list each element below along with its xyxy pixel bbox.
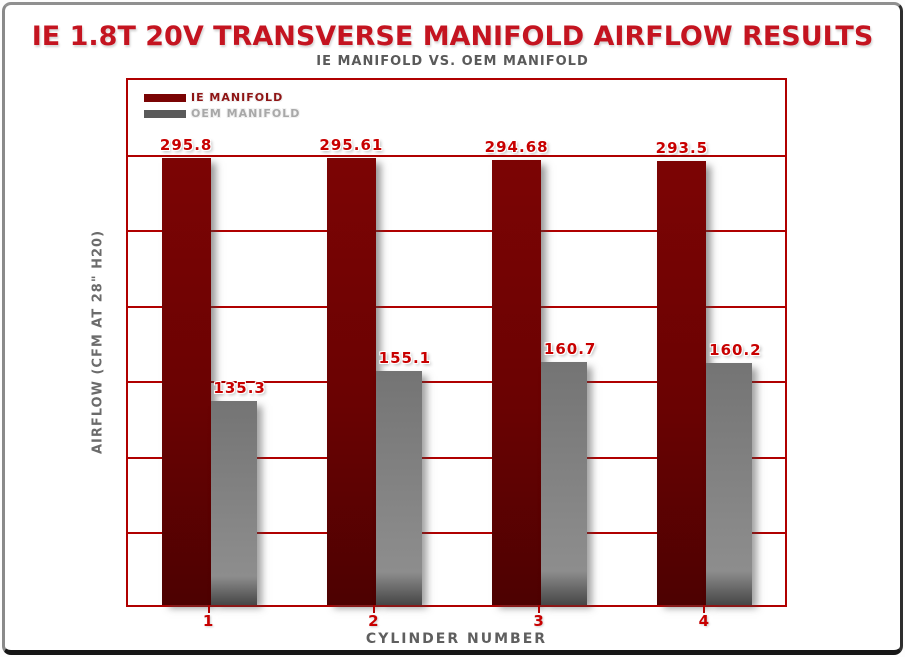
value-label-oem-cylinder-4: 160.2 xyxy=(709,340,762,359)
bar-ie-cylinder-2 xyxy=(326,158,376,605)
legend-label-oem-manifold: OEM MANIFOLD xyxy=(191,107,301,120)
legend-swatch-ie-manifold xyxy=(144,93,186,102)
legend: IE MANIFOLD OEM MANIFOLD xyxy=(144,91,300,123)
x-axis-title: CYLINDER NUMBER xyxy=(365,631,548,647)
value-label-ie-cylinder-3: 294.68 xyxy=(484,137,549,156)
legend-item-oem: OEM MANIFOLD xyxy=(144,107,300,120)
value-label-ie-cylinder-1: 295.8 xyxy=(159,135,213,154)
bar-ie-cylinder-3 xyxy=(492,159,542,605)
plot-area: 295.8 135.3 295.61 155.1 294.68 160.7 293.5 160… xyxy=(126,78,787,607)
x-tick-label-2: 2 xyxy=(368,612,380,630)
value-label-oem-cylinder-2: 155.1 xyxy=(378,348,432,367)
legend-label-ie-manifold: IE MANIFOLD xyxy=(191,91,284,104)
y-axis-title: AIRFLOW (CFM AT 28" H20) xyxy=(90,229,106,455)
value-label-ie-cylinder-4: 293.5 xyxy=(655,139,709,158)
value-label-ie-cylinder-2: 295.61 xyxy=(319,136,384,155)
gridline-100 xyxy=(128,456,785,459)
bar-ie-cylinder-1 xyxy=(161,157,211,605)
gridline-300 xyxy=(128,154,785,157)
x-tick-1 xyxy=(207,605,210,613)
bar-oem-cylinder-3 xyxy=(541,362,588,605)
legend-item-ie: IE MANIFOLD xyxy=(144,91,300,104)
chart-title: IE 1.8T 20V TRANSVERSE MANIFOLD AIRFLOW … xyxy=(31,21,874,52)
gridline-250 xyxy=(128,230,785,233)
x-tick-label-1: 1 xyxy=(202,612,215,630)
x-tick-label-3: 3 xyxy=(533,612,545,630)
bar-oem-cylinder-4 xyxy=(706,362,753,605)
bar-oem-cylinder-2 xyxy=(375,370,422,605)
value-label-oem-cylinder-3: 160.7 xyxy=(543,340,597,359)
gridline-150 xyxy=(128,381,785,384)
x-tick-3 xyxy=(538,605,541,613)
gridline-50 xyxy=(128,532,785,535)
value-label-oem-cylinder-1: 135.3 xyxy=(213,378,266,397)
x-tick-label-4: 4 xyxy=(698,612,711,630)
x-tick-4 xyxy=(703,605,706,613)
bar-ie-cylinder-4 xyxy=(657,161,707,605)
chart-subtitle: IE MANIFOLD VS. OEM MANIFOLD xyxy=(316,54,589,69)
x-tick-2 xyxy=(372,605,375,613)
bar-oem-cylinder-1 xyxy=(210,400,257,605)
gridline-200 xyxy=(128,305,785,308)
legend-swatch-oem-manifold xyxy=(144,109,186,118)
